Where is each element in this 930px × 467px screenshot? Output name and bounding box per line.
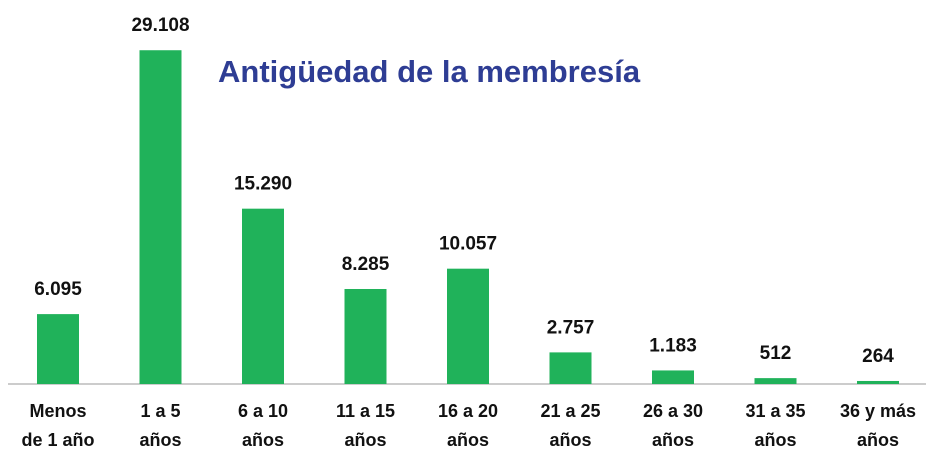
value-label: 1.183: [649, 335, 697, 356]
x-tick-label: 26 a 30 años: [623, 397, 723, 455]
x-tick-label: 6 a 10 años: [213, 397, 313, 455]
bar: [37, 314, 79, 384]
x-tick-label: 31 a 35 años: [726, 397, 826, 455]
bar: [242, 209, 284, 384]
chart-title: Antigüedad de la membresía: [218, 54, 641, 89]
value-label: 2.757: [547, 317, 595, 338]
value-label: 15.290: [234, 174, 292, 195]
bar: [550, 352, 592, 384]
bar: [857, 381, 899, 384]
x-tick-label: 11 a 15 años: [316, 397, 416, 455]
x-tick-label: 36 y más años: [828, 397, 928, 455]
value-label: 8.285: [342, 254, 390, 275]
x-tick-label: 21 a 25 años: [521, 397, 621, 455]
x-tick-label: 1 a 5 años: [111, 397, 211, 455]
value-label: 264: [862, 346, 894, 367]
value-label: 6.095: [34, 279, 82, 300]
page: Antigüedad de la membresía 6.095 29.108 15…: [0, 0, 930, 467]
x-tick-label: 16 a 20 años: [418, 397, 518, 455]
value-label: 10.057: [439, 234, 497, 255]
bar: [345, 289, 387, 384]
value-label: 512: [760, 343, 792, 364]
bar: [447, 269, 489, 384]
bar: [755, 378, 797, 384]
x-tick-label: Menos de 1 año: [8, 397, 108, 455]
bar: [652, 370, 694, 384]
bar: [140, 50, 182, 384]
value-label: 29.108: [131, 15, 189, 36]
